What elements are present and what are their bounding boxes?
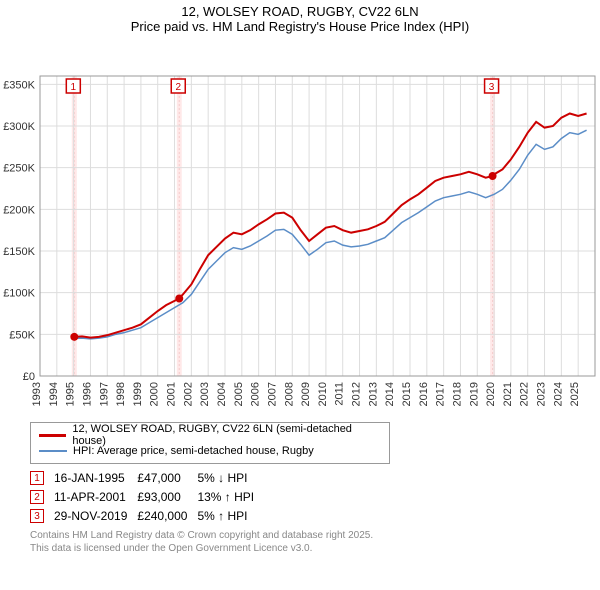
svg-text:2018: 2018	[451, 382, 463, 406]
svg-text:2017: 2017	[435, 382, 447, 406]
svg-text:£50K: £50K	[9, 329, 35, 341]
svg-text:2016: 2016	[418, 382, 430, 406]
legend-swatch-red	[39, 434, 66, 437]
transaction-row: 3 29-NOV-2019£240,0005% ↑ HPI	[30, 506, 264, 525]
svg-text:1: 1	[71, 82, 77, 93]
legend: 12, WOLSEY ROAD, RUGBY, CV22 6LN (semi-d…	[30, 422, 390, 464]
txn-date: 29-NOV-2019	[54, 506, 137, 525]
txn-price: £47,000	[137, 468, 197, 487]
svg-text:2012: 2012	[351, 382, 363, 406]
svg-text:£200K: £200K	[3, 204, 35, 216]
footer-line2: This data is licensed under the Open Gov…	[30, 542, 600, 555]
transaction-row: 1 16-JAN-1995£47,0005% ↓ HPI	[30, 468, 264, 487]
svg-text:2010: 2010	[317, 382, 329, 406]
svg-text:2025: 2025	[569, 382, 581, 406]
legend-label-blue: HPI: Average price, semi-detached house,…	[73, 445, 314, 457]
txn-date: 16-JAN-1995	[54, 468, 137, 487]
legend-swatch-blue	[39, 450, 67, 452]
transaction-row: 2 11-APR-2001£93,00013% ↑ HPI	[30, 487, 264, 506]
svg-text:2000: 2000	[149, 382, 161, 406]
txn-delta: 5% ↑ HPI	[197, 506, 264, 525]
svg-text:2009: 2009	[300, 382, 312, 406]
svg-text:3: 3	[489, 82, 495, 93]
svg-text:2023: 2023	[536, 382, 548, 406]
txn-price: £93,000	[137, 487, 197, 506]
legend-row-red: 12, WOLSEY ROAD, RUGBY, CV22 6LN (semi-d…	[39, 427, 381, 443]
txn-badge: 1	[30, 471, 44, 485]
svg-text:2014: 2014	[384, 382, 396, 406]
txn-date: 11-APR-2001	[54, 487, 137, 506]
title-subtitle: Price paid vs. HM Land Registry's House …	[0, 19, 600, 34]
svg-text:2020: 2020	[485, 382, 497, 406]
svg-text:1995: 1995	[65, 382, 77, 406]
svg-text:£350K: £350K	[3, 79, 35, 91]
svg-text:2002: 2002	[182, 382, 194, 406]
svg-text:£0: £0	[23, 371, 35, 383]
svg-text:£150K: £150K	[3, 246, 35, 258]
svg-text:£100K: £100K	[3, 288, 35, 300]
svg-text:1993: 1993	[31, 382, 43, 406]
txn-badge: 2	[30, 490, 44, 504]
svg-text:£250K: £250K	[3, 163, 35, 175]
svg-text:2006: 2006	[250, 382, 262, 406]
transactions-table: 1 16-JAN-1995£47,0005% ↓ HPI 2 11-APR-2001£…	[30, 468, 264, 525]
svg-text:1997: 1997	[98, 382, 110, 406]
svg-text:2011: 2011	[334, 382, 346, 406]
footer: Contains HM Land Registry data © Crown c…	[30, 529, 600, 555]
svg-text:2003: 2003	[199, 382, 211, 406]
chart-titles: 12, WOLSEY ROAD, RUGBY, CV22 6LN Price p…	[0, 0, 600, 36]
svg-text:2022: 2022	[519, 382, 531, 406]
svg-text:2024: 2024	[552, 382, 564, 406]
svg-text:1996: 1996	[81, 382, 93, 406]
svg-text:2019: 2019	[468, 382, 480, 406]
svg-text:2015: 2015	[401, 382, 413, 406]
svg-text:1994: 1994	[48, 382, 60, 406]
svg-text:1999: 1999	[132, 382, 144, 406]
svg-text:2021: 2021	[502, 382, 514, 406]
svg-text:2008: 2008	[283, 382, 295, 406]
svg-text:£300K: £300K	[3, 121, 35, 133]
svg-text:2001: 2001	[166, 382, 178, 406]
txn-badge: 3	[30, 509, 44, 523]
txn-delta: 13% ↑ HPI	[197, 487, 264, 506]
svg-text:2005: 2005	[233, 382, 245, 406]
txn-delta: 5% ↓ HPI	[197, 468, 264, 487]
svg-text:2: 2	[175, 82, 181, 93]
txn-price: £240,000	[137, 506, 197, 525]
svg-text:2013: 2013	[367, 382, 379, 406]
svg-text:1998: 1998	[115, 382, 127, 406]
title-address: 12, WOLSEY ROAD, RUGBY, CV22 6LN	[0, 4, 600, 19]
legend-label-red: 12, WOLSEY ROAD, RUGBY, CV22 6LN (semi-d…	[72, 423, 381, 447]
price-chart: £0 £50K £100K £150K £200K £250K £300K £350K 1993…	[0, 36, 600, 416]
svg-text:2004: 2004	[216, 382, 228, 406]
svg-text:2007: 2007	[266, 382, 278, 406]
footer-line1: Contains HM Land Registry data © Crown c…	[30, 529, 600, 542]
